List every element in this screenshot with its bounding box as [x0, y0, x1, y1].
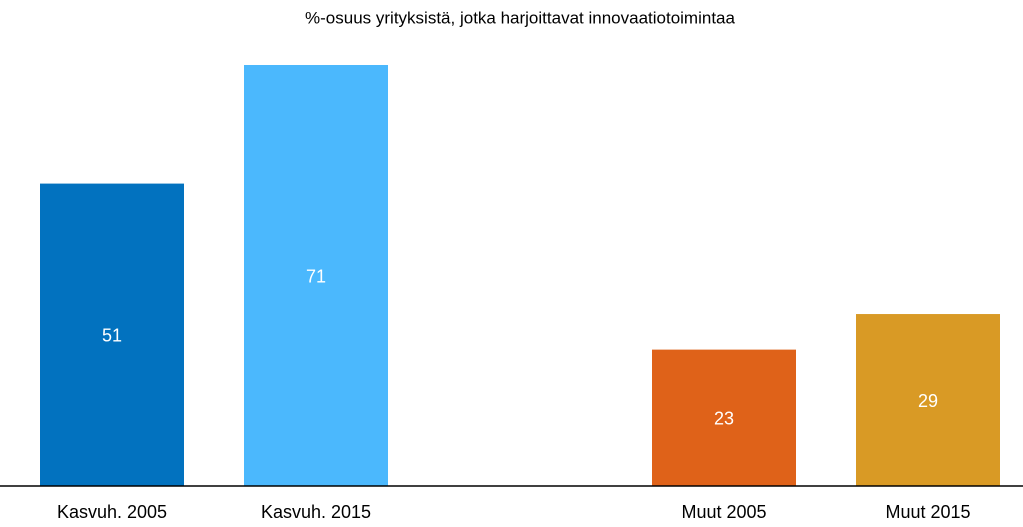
x-tick-label: Kasvuh. 2015	[261, 502, 371, 522]
x-tick-label: Kasvuh. 2005	[57, 502, 167, 522]
chart-title: %-osuus yrityksistä, jotka harjoittavat …	[305, 8, 735, 27]
bar	[40, 183, 184, 486]
data-label: 29	[918, 391, 938, 411]
data-label: 71	[306, 266, 326, 286]
bar	[856, 314, 1000, 486]
bar	[244, 65, 388, 486]
x-tick-label: Muut 2015	[885, 502, 970, 522]
x-tick-label: Muut 2005	[681, 502, 766, 522]
data-label: 51	[102, 326, 122, 346]
bar	[652, 349, 796, 486]
data-label: 23	[714, 409, 734, 429]
